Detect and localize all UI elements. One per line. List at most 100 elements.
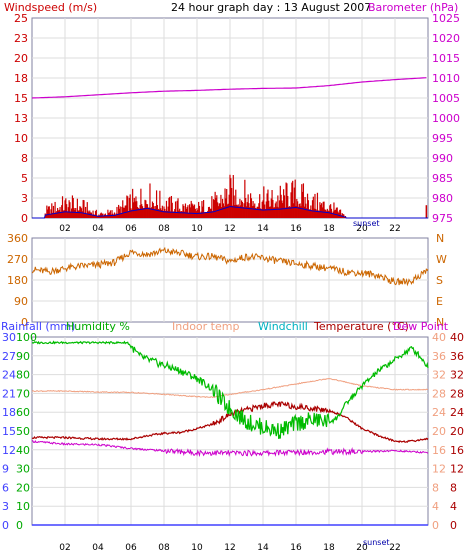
legend-humidity: Humidity % bbox=[66, 320, 130, 333]
indoor-temp-tick-label: 20 bbox=[432, 425, 446, 438]
rainfall-tick-label: 0 bbox=[2, 519, 9, 532]
wind-degree-label: 90 bbox=[14, 295, 28, 308]
x-tick-label: 12 bbox=[224, 224, 235, 234]
legend-temperature: Temperature (°C) bbox=[313, 320, 409, 333]
legend-indoor-temp: Indoor temp bbox=[172, 320, 239, 333]
windspeed-tick-label: 25 bbox=[14, 12, 28, 25]
wind-direction-line bbox=[31, 246, 429, 287]
rainfall-tick-label: 15 bbox=[2, 425, 16, 438]
x-tick-label: 06 bbox=[125, 224, 137, 234]
x-tick-label: 22 bbox=[389, 543, 400, 553]
windspeed-tick-label: 8 bbox=[21, 152, 28, 165]
windspeed-tick-label: 5 bbox=[21, 172, 28, 185]
barometer-tick-label: 1020 bbox=[432, 32, 460, 45]
barometer-tick-label: 1010 bbox=[432, 72, 460, 85]
temperature-tick-label: 0 bbox=[450, 519, 457, 532]
temperature-tick-label: 20 bbox=[450, 425, 464, 438]
windspeed-tick-label: 10 bbox=[14, 132, 28, 145]
x-tick-label: 20 bbox=[356, 543, 368, 553]
humidity-tick-label: 70 bbox=[16, 387, 30, 400]
sunset-marker-label-2: sunset bbox=[363, 538, 390, 547]
x-tick-label: 20 bbox=[356, 224, 368, 234]
humidity-tick-label: 10 bbox=[16, 500, 30, 513]
windspeed-axis-title: Windspeed (m/s) bbox=[4, 1, 97, 14]
wind-degree-label: 180 bbox=[7, 274, 28, 287]
legend-dew-point: Dew Point bbox=[393, 320, 449, 333]
humidity-tick-label: 40 bbox=[16, 444, 30, 457]
x-tick-label: 18 bbox=[323, 224, 335, 234]
indoor-temp-tick-label: 24 bbox=[432, 406, 446, 419]
temperature-line bbox=[31, 401, 429, 444]
wind-degree-label: 0 bbox=[21, 316, 28, 329]
windspeed-tick-label: 20 bbox=[14, 52, 28, 65]
windspeed-tick-labels: 0 3 5 8 10 13 15 18 20 23 25 bbox=[14, 12, 28, 225]
indoor-temp-tick-label: 8 bbox=[432, 481, 439, 494]
indoor-temp-tick-label: 32 bbox=[432, 369, 446, 382]
barometer-tick-label: 990 bbox=[432, 152, 453, 165]
temp-humidity-x-tick-labels: 02 04 06 08 10 12 14 16 18 20 22 bbox=[59, 543, 400, 553]
humidity-tick-label: 50 bbox=[16, 425, 30, 438]
x-tick-label: 04 bbox=[92, 543, 104, 553]
humidity-line bbox=[31, 340, 429, 439]
x-tick-label: 08 bbox=[158, 224, 170, 234]
x-tick-label: 02 bbox=[59, 224, 70, 234]
wind-baro-grid bbox=[32, 18, 428, 218]
barometer-line bbox=[31, 77, 427, 99]
legend-rainfall: Rainfall (mm) bbox=[1, 320, 75, 333]
indoor-temp-tick-label: 0 bbox=[432, 519, 439, 532]
temperature-tick-label: 8 bbox=[450, 481, 457, 494]
windspeed-avg-line bbox=[32, 206, 428, 219]
windspeed-tick-label: 0 bbox=[21, 212, 28, 225]
indoor-temp-tick-label: 4 bbox=[432, 500, 439, 513]
indoor-temp-tick-label: 16 bbox=[432, 444, 446, 457]
temperature-tick-label: 24 bbox=[450, 406, 464, 419]
x-tick-label: 16 bbox=[290, 543, 302, 553]
barometer-tick-label: 985 bbox=[432, 172, 453, 185]
rainfall-tick-label: 30 bbox=[2, 331, 16, 344]
indoor-temp-tick-label: 12 bbox=[432, 463, 446, 476]
indoor-temp-tick-label: 36 bbox=[432, 350, 446, 363]
wind-compass-label: N bbox=[436, 232, 444, 245]
wind-baro-x-tick-labels: 02 04 06 08 10 12 14 16 18 20 22 bbox=[59, 224, 400, 234]
barometer-tick-label: 980 bbox=[432, 192, 453, 205]
temperature-tick-label: 32 bbox=[450, 369, 464, 382]
rainfall-tick-label: 24 bbox=[2, 369, 16, 382]
windspeed-tick-label: 13 bbox=[14, 112, 28, 125]
temp-humidity-grid bbox=[32, 337, 428, 525]
wind-degree-label: 270 bbox=[7, 253, 28, 266]
x-tick-label: 08 bbox=[158, 543, 170, 553]
sunset-marker-label-1: sunset bbox=[353, 219, 380, 228]
barometer-tick-label: 1015 bbox=[432, 52, 460, 65]
indoor-temp-tick-labels: 0 4 8 12 16 20 24 28 32 36 40 bbox=[432, 331, 446, 532]
wind-baro-panel: Windspeed (m/s) 24 hour graph day : 13 A… bbox=[4, 1, 460, 234]
barometer-tick-label: 995 bbox=[432, 132, 453, 145]
humidity-tick-label: 90 bbox=[16, 350, 30, 363]
temperature-tick-label: 28 bbox=[450, 387, 464, 400]
x-tick-label: 04 bbox=[92, 224, 104, 234]
wind-direction-degree-labels: 0 90 180 270 360 bbox=[7, 232, 28, 329]
x-tick-label: 14 bbox=[257, 543, 269, 553]
wind-direction-grid bbox=[32, 238, 428, 322]
x-tick-label: 14 bbox=[257, 224, 269, 234]
wind-compass-label: S bbox=[436, 274, 443, 287]
barometer-tick-label: 1025 bbox=[432, 12, 460, 25]
humidity-tick-label: 0 bbox=[16, 519, 23, 532]
x-tick-label: 02 bbox=[59, 543, 70, 553]
rainfall-tick-label: 6 bbox=[2, 481, 9, 494]
rainfall-tick-label: 27 bbox=[2, 350, 16, 363]
barometer-tick-label: 1000 bbox=[432, 112, 460, 125]
humidity-tick-label: 80 bbox=[16, 369, 30, 382]
dew-point-line bbox=[31, 439, 429, 458]
x-tick-label: 18 bbox=[323, 543, 335, 553]
humidity-tick-labels: 0 10 20 30 40 50 60 70 80 90 100 bbox=[16, 331, 37, 532]
temperature-tick-label: 40 bbox=[450, 331, 464, 344]
wind-compass-label: E bbox=[436, 295, 443, 308]
x-tick-label: 16 bbox=[290, 224, 302, 234]
barometer-axis-title: Barometer (hPa) bbox=[368, 1, 458, 14]
wind-compass-label: N bbox=[436, 316, 444, 329]
humidity-tick-label: 100 bbox=[16, 331, 37, 344]
x-tick-label: 10 bbox=[191, 224, 203, 234]
legend-windchill: Windchill bbox=[258, 320, 308, 333]
windspeed-bars bbox=[44, 174, 428, 218]
